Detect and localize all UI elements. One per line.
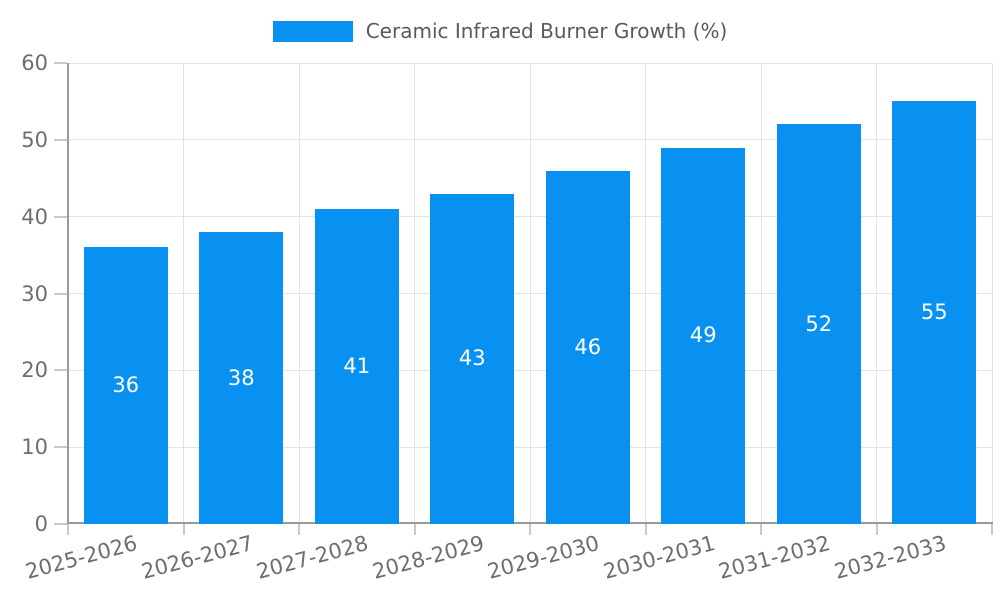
- bar-value-label: 52: [805, 311, 833, 336]
- legend-label: Ceramic Infrared Burner Growth (%): [365, 19, 728, 43]
- x-tick: [182, 524, 185, 535]
- y-tick: [54, 138, 67, 141]
- bar: 43: [430, 193, 515, 524]
- x-tick: [644, 524, 647, 535]
- y-tick: [54, 523, 67, 525]
- y-tick-label: 20: [21, 358, 48, 383]
- x-tick-label: 2031-2032: [716, 531, 833, 584]
- x-tick-label: 2032-2033: [831, 531, 949, 584]
- x-tick: [991, 524, 993, 535]
- y-tick-label: 50: [21, 127, 48, 152]
- bar: 46: [545, 170, 630, 524]
- y-axis-line: [67, 63, 69, 524]
- bar: 41: [314, 208, 399, 524]
- x-tick: [298, 524, 300, 535]
- bar-value-label: 55: [920, 300, 948, 325]
- y-tick: [54, 62, 67, 64]
- bar: 38: [199, 232, 284, 524]
- y-tick-label: 10: [21, 435, 48, 460]
- x-tick: [67, 524, 69, 535]
- x-tick-label: 2027-2028: [254, 531, 371, 584]
- x-tick: [413, 524, 416, 535]
- bar: 52: [776, 124, 861, 524]
- bar-value-label: 36: [112, 373, 140, 398]
- legend-swatch: [272, 20, 353, 42]
- x-tick-label: 2029-2030: [485, 531, 602, 584]
- y-tick: [54, 446, 67, 449]
- bar-value-label: 41: [343, 353, 371, 378]
- y-tick: [54, 215, 67, 218]
- legend: Ceramic Infrared Burner Growth (%): [0, 18, 1000, 44]
- y-tick: [54, 369, 67, 372]
- v-gridline: [876, 63, 877, 524]
- bar-value-label: 49: [689, 323, 717, 348]
- bar-value-label: 46: [574, 334, 602, 359]
- bar-value-label: 43: [458, 346, 486, 371]
- x-tick-label: 2026-2027: [138, 531, 256, 584]
- v-gridline: [760, 63, 762, 524]
- x-tick: [760, 524, 762, 535]
- x-tick-label: 2030-2031: [600, 531, 718, 584]
- v-gridline: [991, 63, 993, 524]
- y-tick-label: 40: [21, 204, 48, 229]
- x-tick: [875, 524, 878, 535]
- bar: 55: [892, 101, 977, 524]
- bar-value-label: 38: [227, 365, 255, 390]
- y-tick-label: 0: [34, 512, 48, 536]
- y-tick-label: 30: [21, 281, 48, 306]
- bar: 36: [83, 247, 168, 524]
- plot-area: 36 38 41 43 46 49 52 55: [54, 62, 993, 535]
- y-tick-label: 60: [21, 51, 48, 75]
- v-gridline: [414, 63, 415, 524]
- v-gridline: [529, 63, 531, 524]
- x-axis-line: [67, 522, 993, 524]
- v-gridline: [183, 63, 184, 524]
- x-tick: [529, 524, 531, 535]
- bar: 49: [661, 147, 746, 524]
- v-gridline: [645, 63, 646, 524]
- x-tick-label: 2025-2026: [23, 531, 140, 584]
- v-gridline: [298, 63, 300, 524]
- y-tick: [54, 292, 67, 295]
- x-tick-label: 2028-2029: [369, 531, 487, 584]
